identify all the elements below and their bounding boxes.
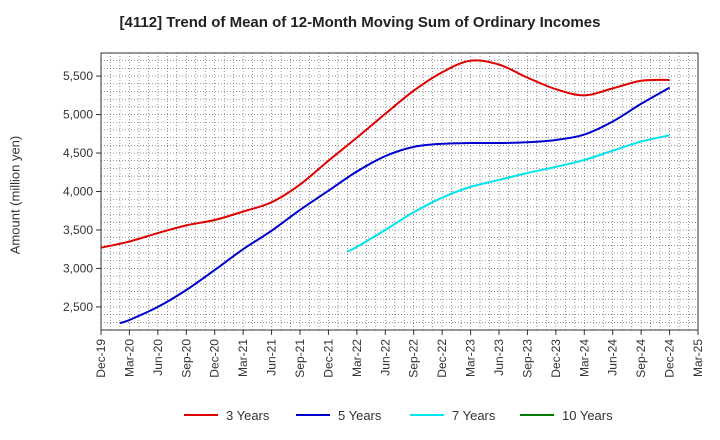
legend-label-10-years: 10 Years — [562, 408, 613, 423]
chart-title: [4112] Trend of Mean of 12-Month Moving … — [119, 14, 601, 31]
series-line-5-years — [119, 86, 671, 325]
x-tick-label: Jun-22 — [378, 339, 392, 376]
legend-label-3-years: 3 Years — [226, 408, 270, 423]
y-tick-label: 4,500 — [63, 146, 93, 160]
x-tick-label: Dec-23 — [549, 339, 563, 378]
x-tick-label: Sep-21 — [293, 339, 307, 378]
x-tick-label: Dec-19 — [94, 339, 108, 378]
y-tick-label: 5,000 — [63, 108, 93, 122]
x-tick-label: Jun-21 — [265, 339, 279, 376]
y-tick-label: 2,500 — [63, 300, 93, 314]
legend-label-5-years: 5 Years — [338, 408, 382, 423]
x-tick-label: Dec-20 — [208, 339, 222, 378]
y-tick-label: 3,000 — [63, 261, 93, 275]
x-tick-label: Jun-20 — [151, 339, 165, 376]
x-tick-label: Mar-24 — [577, 339, 591, 377]
x-tick-label: Mar-23 — [464, 339, 478, 377]
x-tick-label: Sep-22 — [407, 339, 421, 378]
y-tick-label: 3,500 — [63, 223, 93, 237]
y-tick-label: 4,000 — [63, 185, 93, 199]
legend-label-7-years: 7 Years — [452, 408, 496, 423]
x-tick-label: Mar-20 — [122, 339, 136, 377]
x-tick-label: Dec-24 — [663, 339, 677, 378]
x-tick-label: Mar-22 — [350, 339, 364, 377]
x-tick-label: Sep-24 — [634, 339, 648, 378]
x-tick-label: Mar-25 — [691, 339, 705, 377]
series-line-7-years — [346, 134, 670, 253]
x-tick-label: Dec-22 — [435, 339, 449, 378]
x-tick-label: Sep-20 — [179, 339, 193, 378]
series-line-3-years — [100, 59, 670, 249]
x-tick-label: Dec-21 — [321, 339, 335, 378]
y-tick-label: 5,500 — [63, 69, 93, 83]
x-tick-label: Sep-23 — [520, 339, 534, 378]
x-tick-label: Mar-21 — [236, 339, 250, 377]
x-tick-label: Jun-23 — [492, 339, 506, 376]
x-tick-label: Jun-24 — [606, 339, 620, 376]
